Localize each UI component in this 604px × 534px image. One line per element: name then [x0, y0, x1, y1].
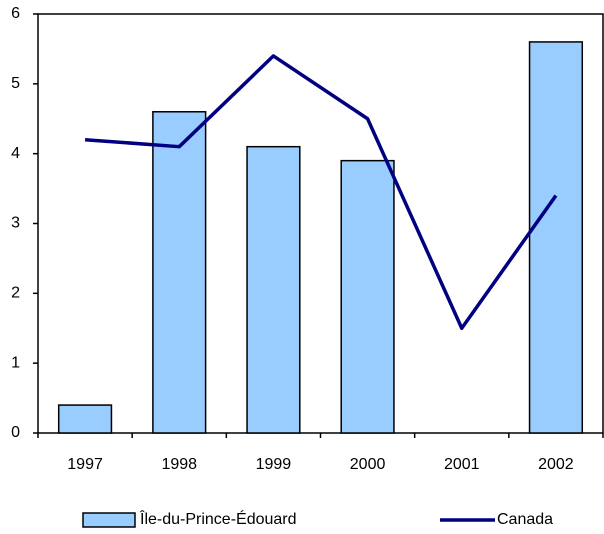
- y-tick-label: 1: [11, 354, 20, 371]
- x-tick-label: 2000: [350, 456, 386, 473]
- legend-label: Canada: [497, 511, 553, 528]
- y-tick-label: 0: [11, 424, 20, 441]
- y-tick-label: 5: [11, 75, 20, 92]
- x-tick-label: 2002: [538, 456, 574, 473]
- bar: [340, 159, 395, 434]
- x-tick-label: 2001: [444, 456, 480, 473]
- line: [84, 54, 558, 330]
- y-tick-label: 6: [11, 5, 20, 22]
- y-tick-label: 2: [11, 285, 20, 302]
- bar: [528, 41, 584, 434]
- y-tick-label: 4: [11, 145, 20, 162]
- x-tick-label: 1998: [161, 456, 197, 473]
- plot-frame: [37, 13, 604, 434]
- bar: [152, 111, 207, 434]
- x-tick-label: 1997: [67, 456, 103, 473]
- y-tick-label: 3: [11, 215, 20, 232]
- x-tick-label: 1999: [256, 456, 292, 473]
- bar: [57, 404, 113, 434]
- bar: [246, 145, 301, 434]
- legend-label: Île-du-Prince-Édouard: [139, 509, 297, 528]
- legend-swatch: [82, 512, 136, 528]
